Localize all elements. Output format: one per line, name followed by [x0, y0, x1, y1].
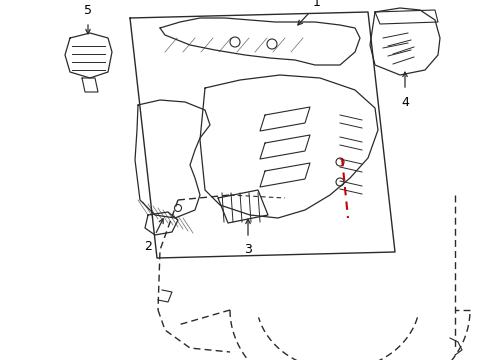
Text: 3: 3: [244, 243, 251, 256]
Text: 4: 4: [400, 96, 408, 109]
Text: 2: 2: [144, 240, 152, 253]
Text: 5: 5: [84, 4, 92, 17]
Text: 1: 1: [312, 0, 320, 9]
